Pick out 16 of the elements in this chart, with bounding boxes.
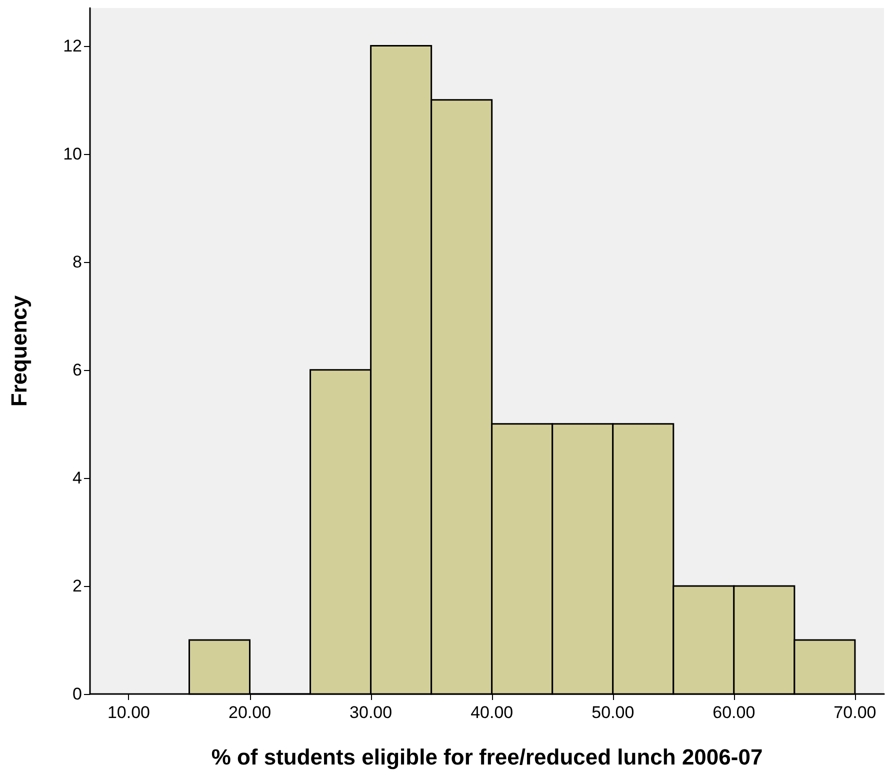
y-tick-label: 6 xyxy=(72,360,82,380)
x-tick-label: 30.00 xyxy=(350,703,392,722)
y-tick-label: 4 xyxy=(72,468,82,488)
y-axis-title: Frequency xyxy=(6,294,32,407)
y-tick-label: 0 xyxy=(72,684,82,704)
x-tick-label: 50.00 xyxy=(592,703,634,722)
x-tick-label: 70.00 xyxy=(834,703,876,722)
x-tick-label: 40.00 xyxy=(470,703,514,722)
x-axis-title: % of students eligible for free/reduced lunch 2006-07 xyxy=(211,744,763,770)
x-tick-label: 10.00 xyxy=(107,703,150,722)
y-tick-label: 12 xyxy=(63,36,82,56)
x-tick-label: 20.00 xyxy=(228,703,272,722)
y-tick-label: 2 xyxy=(72,576,82,596)
x-tick-label: 60.00 xyxy=(712,703,756,722)
y-tick-label: 10 xyxy=(63,144,82,164)
y-tick-label: 8 xyxy=(72,252,82,272)
